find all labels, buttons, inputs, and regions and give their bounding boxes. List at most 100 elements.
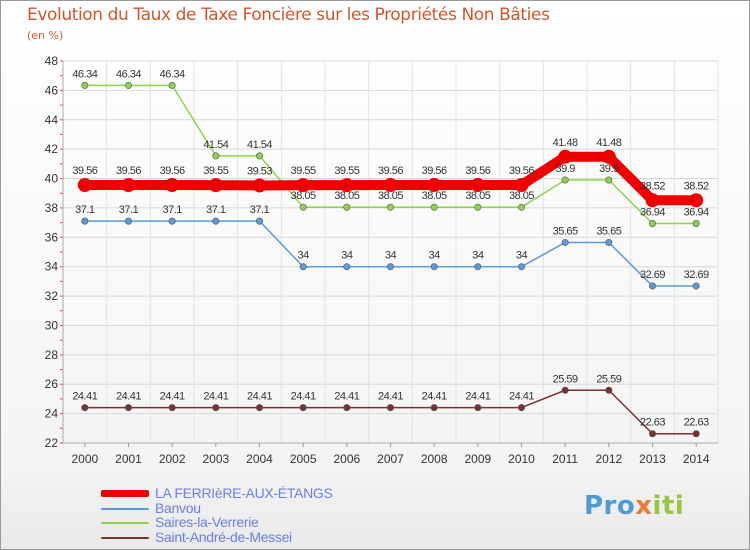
data-label: 39.56	[160, 165, 185, 177]
x-tick-label: 2002	[159, 452, 186, 466]
data-label: 24.41	[72, 391, 97, 403]
data-point	[256, 152, 264, 160]
data-label: 39.56	[422, 165, 447, 177]
data-point	[339, 178, 354, 193]
data-point	[81, 217, 89, 225]
data-label: 38.05	[465, 190, 490, 202]
data-label: 41.54	[203, 139, 228, 151]
data-point	[121, 178, 136, 193]
data-point	[343, 203, 351, 211]
x-tick-label: 2001	[115, 452, 142, 466]
data-point	[296, 178, 311, 193]
chart-title: Evolution du Taux de Taxe Foncière sur l…	[27, 5, 550, 25]
data-point	[605, 386, 613, 394]
data-label: 37.1	[250, 204, 270, 216]
data-point	[256, 404, 264, 412]
data-point	[601, 149, 616, 164]
data-point	[605, 238, 613, 246]
data-label: 39.56	[72, 165, 97, 177]
data-point	[256, 217, 264, 225]
data-label: 39.9	[599, 163, 619, 175]
data-label: 38.05	[334, 190, 359, 202]
data-label: 39.55	[334, 165, 359, 177]
data-point	[212, 152, 220, 160]
data-point	[689, 193, 704, 208]
data-point	[561, 176, 569, 184]
data-label: 25.59	[596, 373, 621, 385]
x-tick-label: 2012	[595, 452, 622, 466]
data-label: 39.56	[116, 165, 141, 177]
data-label: 46.34	[160, 68, 185, 80]
data-point	[168, 81, 176, 89]
legend-swatch	[101, 490, 149, 497]
legend-swatch	[101, 522, 149, 524]
data-point	[514, 178, 529, 193]
data-point	[648, 219, 656, 227]
y-tick-label: 22	[45, 436, 59, 450]
data-point	[605, 176, 613, 184]
data-label: 38.05	[378, 190, 403, 202]
data-label: 32.69	[640, 269, 665, 281]
data-label: 34	[385, 250, 397, 262]
data-point	[430, 203, 438, 211]
legend-label: LA FERRIèRE-AUX-ÉTANGS	[155, 485, 333, 501]
data-point	[81, 81, 89, 89]
data-point	[299, 263, 307, 271]
y-tick-label: 36	[45, 230, 59, 244]
data-label: 39.9	[555, 163, 575, 175]
data-point	[168, 404, 176, 412]
y-unit-label: (en %)	[27, 29, 64, 42]
data-label: 34	[472, 250, 484, 262]
data-point	[386, 263, 394, 271]
data-label: 38.05	[509, 190, 534, 202]
data-label: 24.41	[378, 391, 403, 403]
y-tick-label: 30	[45, 318, 59, 332]
x-tick-label: 2009	[464, 452, 491, 466]
x-tick-label: 2007	[377, 452, 404, 466]
y-tick-label: 44	[45, 113, 59, 127]
data-point	[77, 178, 92, 193]
data-point	[212, 404, 220, 412]
data-point	[383, 178, 398, 193]
y-tick-label: 46	[45, 83, 59, 97]
x-tick-label: 2000	[71, 452, 98, 466]
y-tick-label: 24	[45, 407, 59, 421]
data-point	[125, 81, 133, 89]
data-label: 32.69	[684, 269, 709, 281]
data-point	[252, 178, 267, 193]
data-label: 24.41	[247, 391, 272, 403]
data-point	[561, 238, 569, 246]
data-point	[208, 178, 223, 193]
data-label: 34	[429, 250, 441, 262]
data-label: 39.56	[465, 165, 490, 177]
data-label: 37.1	[75, 204, 95, 216]
data-label: 41.48	[596, 137, 621, 149]
y-tick-label: 38	[45, 201, 59, 215]
data-label: 39.55	[291, 165, 316, 177]
data-point	[299, 404, 307, 412]
data-point	[427, 178, 442, 193]
data-label: 36.94	[640, 206, 665, 218]
legend-label: Banvou	[155, 499, 201, 516]
x-tick-label: 2011	[552, 452, 578, 466]
data-point	[125, 217, 133, 225]
y-tick-label: 48	[45, 54, 59, 68]
data-label: 24.41	[116, 391, 141, 403]
data-label: 39.53	[247, 165, 272, 177]
data-point	[692, 282, 700, 290]
data-label: 25.59	[553, 373, 578, 385]
data-label: 39.55	[203, 165, 228, 177]
y-tick-label: 32	[45, 289, 59, 303]
data-point	[299, 203, 307, 211]
x-tick-label: 2005	[290, 452, 317, 466]
data-point	[470, 178, 485, 193]
y-tick-label: 28	[45, 348, 59, 362]
data-label: 24.41	[334, 391, 359, 403]
data-label: 39.56	[378, 165, 403, 177]
data-label: 22.63	[684, 417, 709, 429]
data-point	[648, 282, 656, 290]
legend-swatch	[101, 536, 149, 539]
proxiti-logo: Proxiti	[584, 491, 684, 521]
data-label: 41.54	[247, 139, 272, 151]
